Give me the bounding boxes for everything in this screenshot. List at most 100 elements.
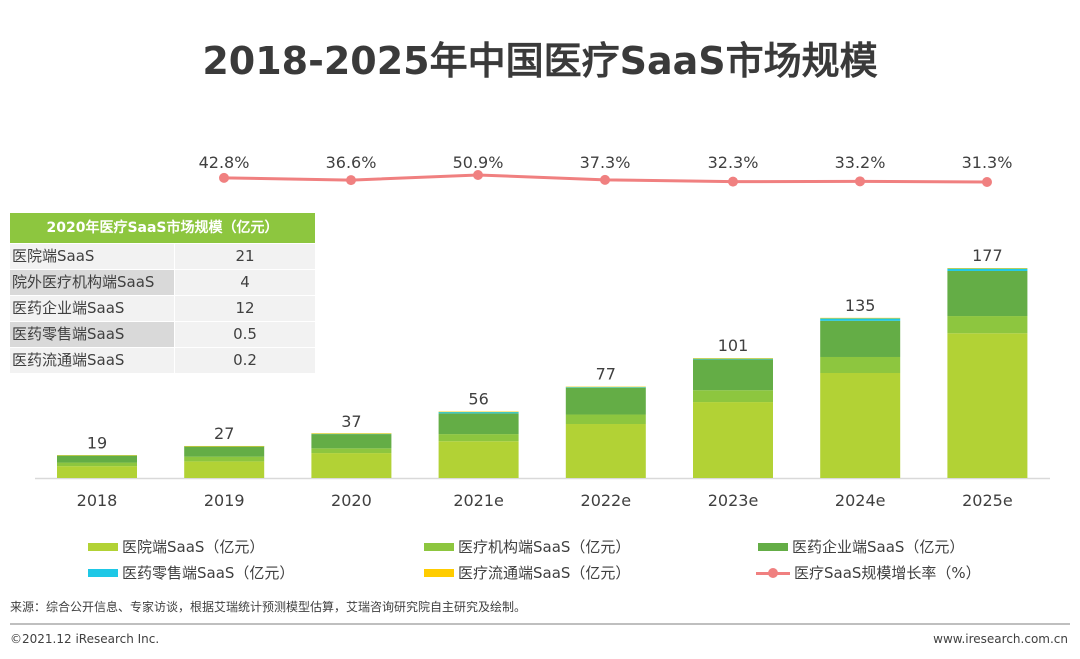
growth-rate-point bbox=[219, 172, 229, 183]
bar-total-label: 177 bbox=[972, 246, 1003, 265]
bar-segment-4 bbox=[57, 455, 137, 456]
growth-rate-label: 37.3% bbox=[580, 153, 631, 172]
inset-table-row: 医药流通端SaaS 0.2 bbox=[10, 348, 315, 373]
bar-segment-1 bbox=[820, 356, 901, 373]
bar-total-label: 19 bbox=[87, 433, 107, 452]
bar-segment-1 bbox=[565, 414, 646, 425]
inset-table-value: 12 bbox=[175, 296, 315, 321]
legend-item-growth-rate: 医疗SaaS规模增长率（%） bbox=[756, 562, 981, 583]
bar-segment-1 bbox=[311, 448, 392, 454]
legend-line-marker-icon bbox=[756, 567, 790, 578]
inset-table-label: 医药流通端SaaS bbox=[10, 348, 174, 373]
growth-rate-point bbox=[855, 176, 865, 187]
bar-total-label: 77 bbox=[596, 365, 616, 384]
bar-segment-1 bbox=[184, 456, 265, 462]
footer-divider bbox=[10, 623, 1070, 625]
x-tick-label: 2018 bbox=[77, 491, 118, 510]
bar-segment-2 bbox=[693, 359, 773, 391]
growth-rate-label: 31.3% bbox=[962, 153, 1013, 172]
bar-segment-4 bbox=[820, 317, 901, 319]
inset-table-row: 院外医疗机构端SaaS 4 bbox=[10, 270, 315, 295]
bar-segment-4 bbox=[693, 358, 773, 359]
legend-label: 医药企业端SaaS（亿元） bbox=[792, 538, 965, 556]
legend-label: 医疗SaaS规模增长率（%） bbox=[794, 564, 981, 582]
growth-rate-label: 50.9% bbox=[453, 153, 504, 172]
inset-table-label: 院外医疗机构端SaaS bbox=[10, 270, 174, 295]
bar-segment-2 bbox=[438, 413, 519, 435]
bar-segment-0 bbox=[820, 373, 901, 478]
inset-table-value: 21 bbox=[175, 244, 315, 269]
legend-item-enterprise: 医药企业端SaaS（亿元） bbox=[758, 536, 964, 557]
legend-swatch bbox=[424, 542, 454, 551]
legend-swatch bbox=[88, 542, 118, 551]
bar-segment-4 bbox=[565, 386, 646, 388]
bar-total-label: 27 bbox=[214, 424, 234, 443]
chart-canvas: 19 2018 27 2019 37 2020 56 2021e 77 2022e 101 2023e… bbox=[35, 153, 1050, 510]
legend-swatch bbox=[88, 568, 118, 577]
bar-segment-0 bbox=[438, 441, 519, 478]
bar-segment-1 bbox=[438, 434, 519, 442]
bar-segment-2 bbox=[311, 434, 392, 449]
growth-rate-point bbox=[728, 176, 738, 187]
growth-rate-label: 42.8% bbox=[199, 153, 250, 172]
bar-segment-0 bbox=[184, 461, 265, 478]
growth-rate-label: 33.2% bbox=[835, 153, 886, 172]
legend-item-institution: 医疗机构端SaaS（亿元） bbox=[424, 536, 630, 557]
inset-table: 2020年医疗SaaS市场规模（亿元） 医院端SaaS 21 院外医疗机构端Sa… bbox=[10, 213, 315, 373]
legend-label: 医疗流通端SaaS（亿元） bbox=[458, 564, 631, 582]
x-tick-label: 2021e bbox=[453, 491, 504, 510]
bar-segment-4 bbox=[184, 445, 265, 447]
bar-segment-3 bbox=[565, 386, 646, 388]
inset-table-header: 2020年医疗SaaS市场规模（亿元） bbox=[10, 213, 315, 243]
chart-title: 2018-2025年中国医疗SaaS市场规模 bbox=[202, 39, 878, 83]
inset-table-label: 医药零售端SaaS bbox=[10, 322, 174, 347]
inset-table-value: 0.2 bbox=[175, 348, 315, 373]
bar-segment-0 bbox=[57, 466, 137, 478]
bar-segment-4 bbox=[438, 411, 519, 413]
x-tick-label: 2025e bbox=[962, 491, 1013, 510]
inset-table-row: 医药企业端SaaS 12 bbox=[10, 296, 315, 321]
website-link[interactable]: www.iresearch.com.cn bbox=[933, 632, 1068, 646]
bar-total-label: 135 bbox=[845, 296, 876, 315]
inset-table-row: 医药零售端SaaS 0.5 bbox=[10, 322, 315, 347]
bar-total-label: 56 bbox=[468, 390, 488, 409]
inset-table-label: 医药企业端SaaS bbox=[10, 296, 174, 321]
growth-rate-point bbox=[346, 175, 356, 186]
bar-segment-2 bbox=[184, 446, 265, 457]
bar-segment-0 bbox=[565, 424, 646, 478]
bar-segment-4 bbox=[947, 268, 1028, 269]
inset-table-value: 4 bbox=[175, 270, 315, 295]
bar-segment-1 bbox=[947, 316, 1028, 334]
x-tick-label: 2024e bbox=[835, 491, 886, 510]
bar-segment-3 bbox=[693, 358, 773, 360]
inset-table-row: 医院端SaaS 21 bbox=[10, 244, 315, 269]
x-tick-label: 2019 bbox=[204, 491, 245, 510]
bar-segment-3 bbox=[947, 268, 1028, 271]
legend-item-retail: 医药零售端SaaS（亿元） bbox=[88, 562, 294, 583]
growth-rate-label: 36.6% bbox=[326, 153, 377, 172]
legend-label: 医药零售端SaaS（亿元） bbox=[122, 564, 295, 582]
legend-label: 医院端SaaS（亿元） bbox=[122, 538, 265, 556]
bar-segment-1 bbox=[57, 462, 137, 467]
inset-table-label: 医院端SaaS bbox=[10, 244, 174, 269]
bar-segment-0 bbox=[311, 453, 392, 478]
legend-swatch bbox=[758, 542, 788, 551]
growth-rate-point bbox=[473, 170, 483, 180]
x-tick-label: 2022e bbox=[581, 491, 632, 510]
bar-segment-3 bbox=[820, 318, 901, 321]
legend-label: 医疗机构端SaaS（亿元） bbox=[458, 538, 631, 556]
bar-segment-1 bbox=[693, 390, 773, 403]
bar-segment-0 bbox=[947, 333, 1028, 478]
bar-segment-2 bbox=[820, 320, 901, 357]
bar-segment-0 bbox=[693, 402, 773, 478]
bar-segment-4 bbox=[311, 433, 392, 434]
legend-swatch bbox=[424, 568, 454, 577]
x-tick-label: 2020 bbox=[331, 491, 372, 510]
x-tick-label: 2023e bbox=[708, 491, 759, 510]
bar-segment-2 bbox=[57, 455, 137, 463]
inset-table-value: 0.5 bbox=[175, 322, 315, 347]
legend-item-hospital: 医院端SaaS（亿元） bbox=[88, 536, 264, 557]
growth-rate-point bbox=[982, 177, 992, 187]
bar-total-label: 101 bbox=[718, 336, 749, 355]
bar-segment-2 bbox=[565, 387, 646, 415]
